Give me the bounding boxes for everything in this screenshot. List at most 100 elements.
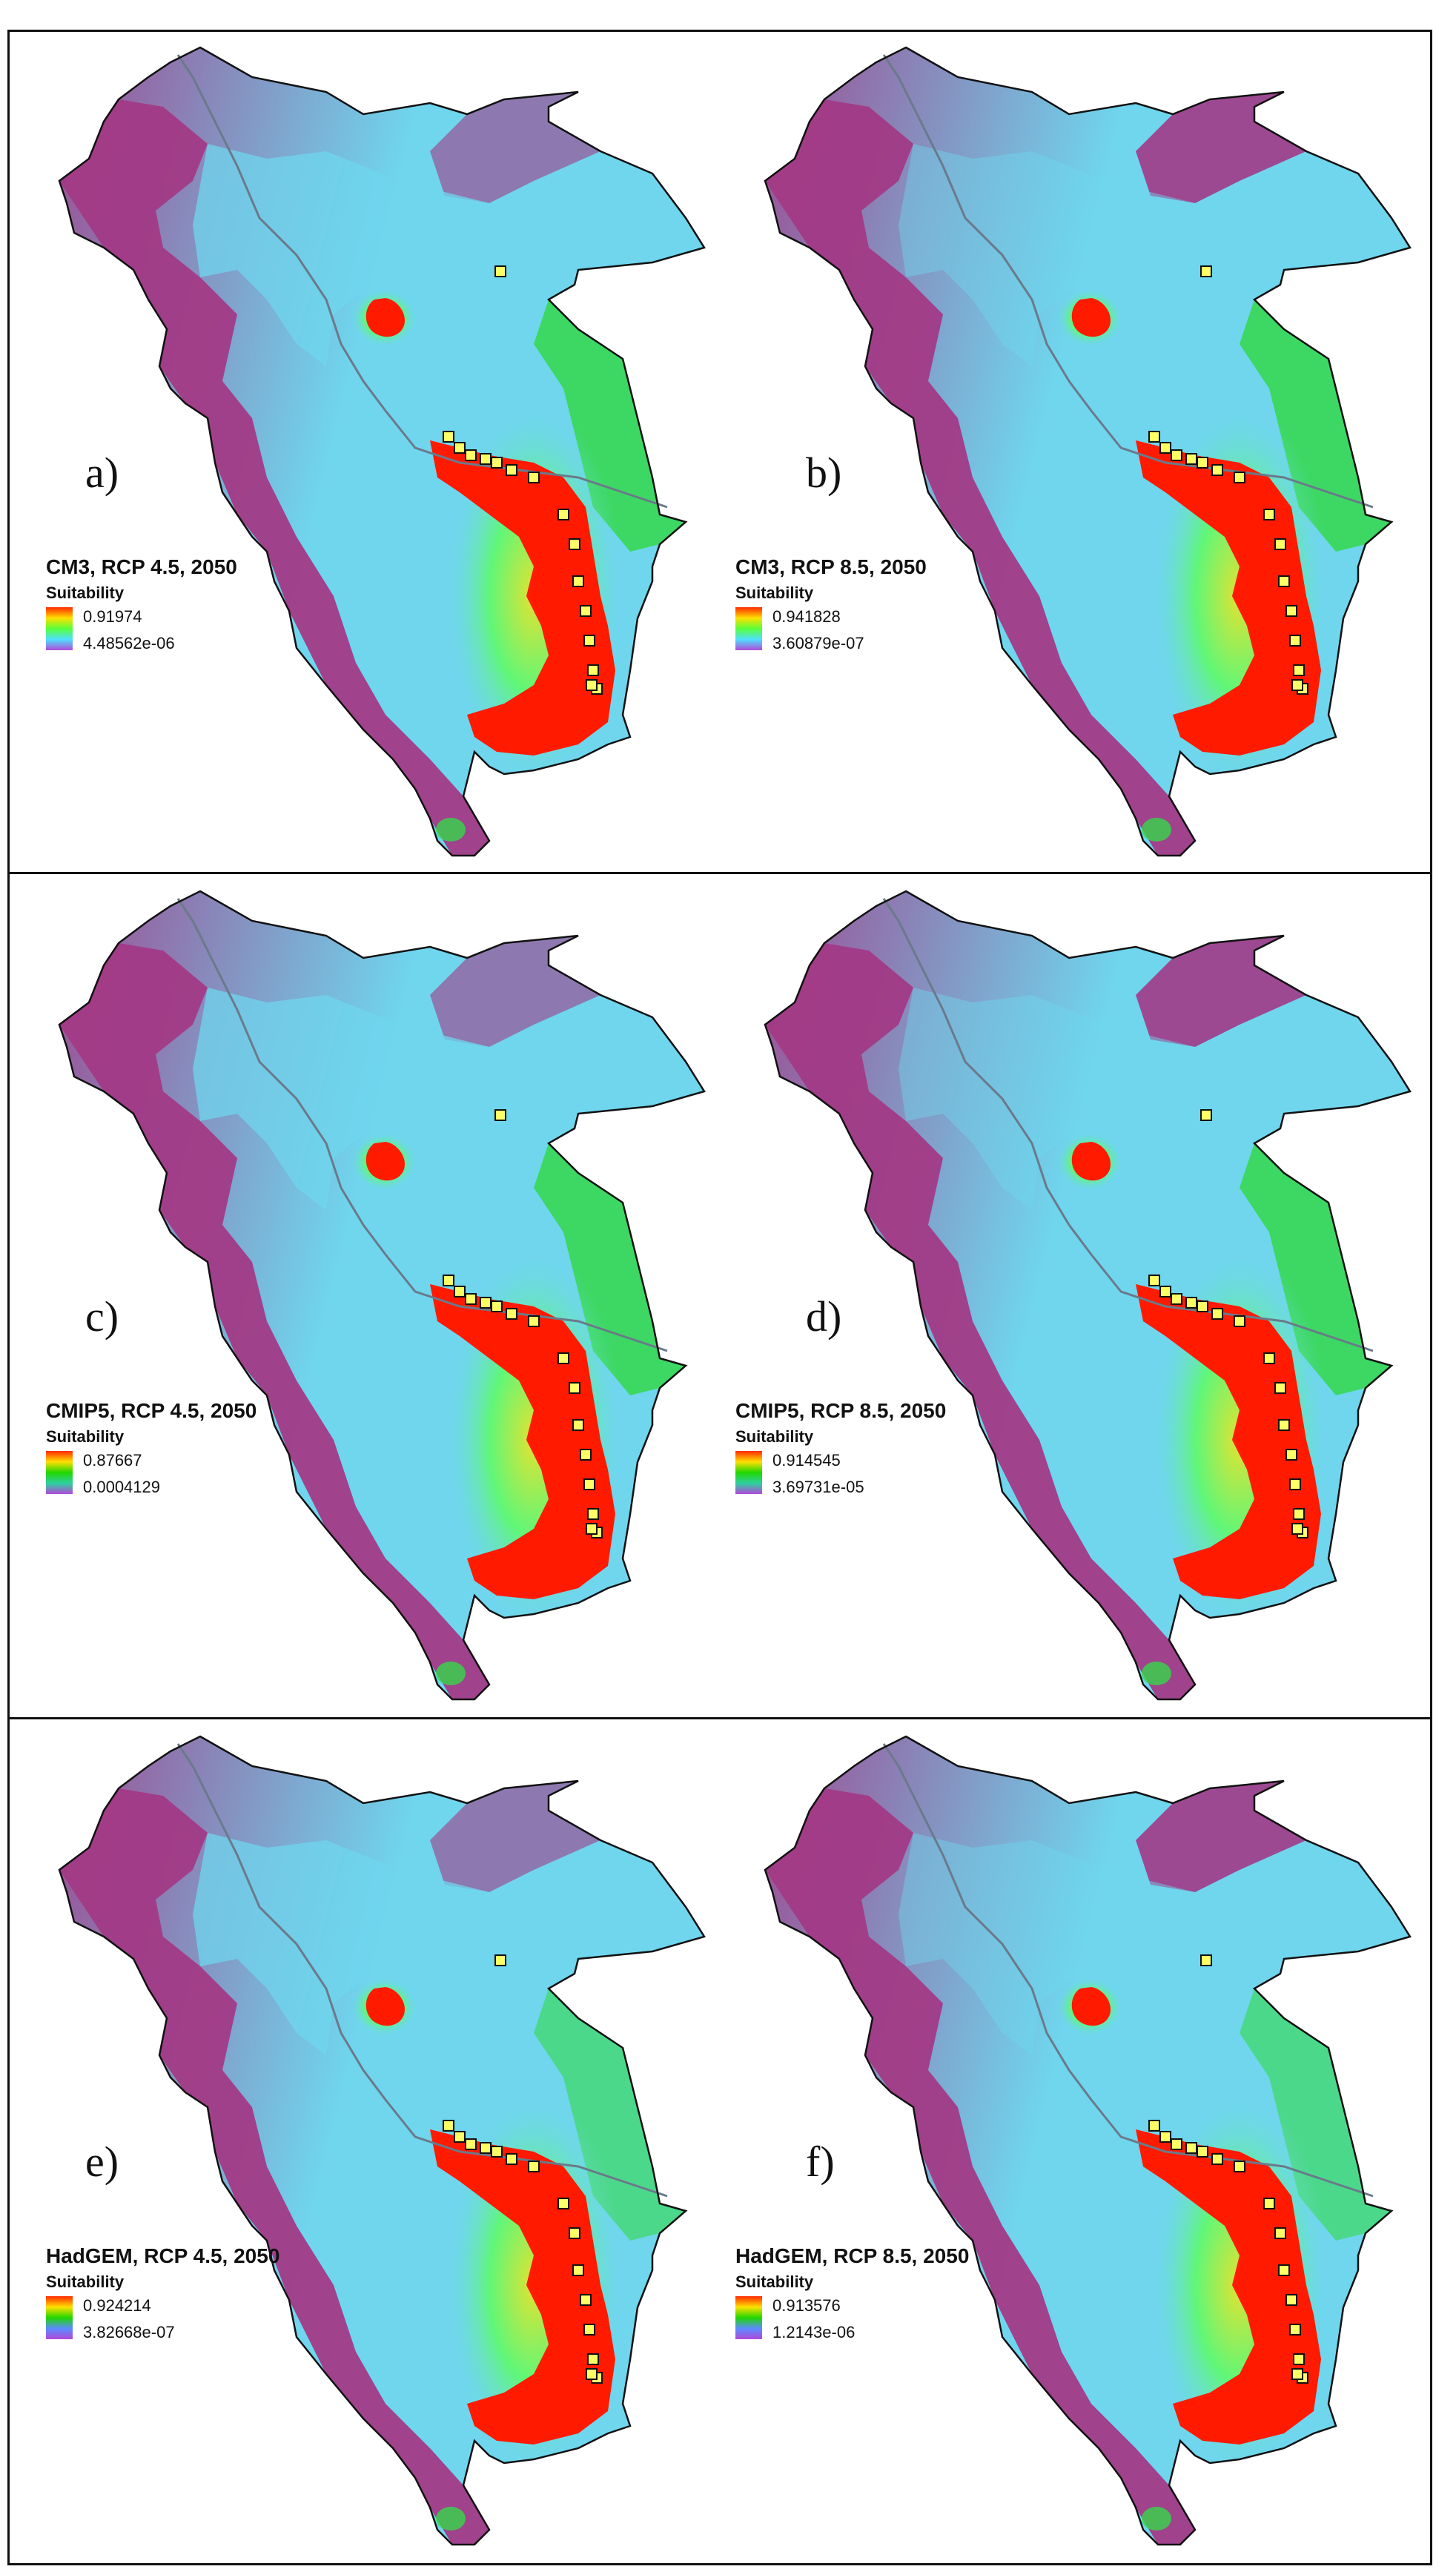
occurrence-point: [586, 2368, 598, 2380]
color-ramp: [46, 607, 73, 650]
occurrence-point: [465, 1293, 477, 1305]
legend-max-value: 0.913576: [772, 2296, 841, 2315]
map-panel: e) HadGEM, RCP 4.5, 2050 Suitability 0.9242…: [15, 1722, 719, 2565]
legend: HadGEM, RCP 4.5, 2050 Suitability 0.924214…: [46, 2244, 279, 2342]
occurrence-point: [494, 265, 506, 277]
color-ramp: [46, 2296, 73, 2339]
river-line: [176, 1743, 668, 2198]
occurrence-point: [1278, 575, 1290, 587]
legend: CM3, RCP 4.5, 2050 Suitability 0.91974 4.48…: [46, 555, 237, 653]
legend: CMIP5, RCP 4.5, 2050 Suitability 0.87667 0.…: [46, 1399, 257, 1497]
occurrence-point: [1285, 1449, 1297, 1461]
occurrence-point: [491, 1300, 503, 1312]
occurrence-point: [1148, 431, 1160, 443]
panel-letter: b): [806, 449, 842, 497]
occurrence-point: [491, 457, 503, 469]
occurrence-point: [494, 1954, 506, 1966]
occurrence-point: [1293, 664, 1305, 676]
occurrence-point: [1200, 265, 1212, 277]
legend-min-value: 3.60879e-07: [772, 634, 864, 652]
occurrence-point: [569, 1382, 580, 1394]
occurrence-point: [1211, 1308, 1223, 1320]
legend-max-value: 0.87667: [83, 1451, 142, 1470]
map-panel: c) CMIP5, RCP 4.5, 2050 Suitability 0.87667…: [15, 876, 719, 1720]
occurrence-point: [1211, 464, 1223, 476]
occurrence-point: [583, 1478, 595, 1490]
legend-title: CMIP5, RCP 4.5, 2050: [46, 1399, 257, 1422]
occurrence-point: [580, 1449, 592, 1461]
region-outline: [764, 1735, 1412, 2546]
occurrence-point: [1148, 1275, 1160, 1286]
river-line: [176, 898, 668, 1352]
occurrence-point: [583, 635, 595, 647]
legend-variable-label: Suitability: [46, 2272, 125, 2291]
occurrence-point: [1234, 2161, 1245, 2172]
occurrence-point: [583, 2324, 595, 2336]
legend-variable-label: Suitability: [46, 584, 125, 602]
occurrence-point: [587, 2353, 599, 2365]
region-outline: [764, 46, 1412, 857]
occurrence-point: [586, 1523, 598, 1535]
occurrence-point: [1289, 635, 1301, 647]
occurrence-point: [1159, 1286, 1171, 1298]
occurrence-point: [1200, 1954, 1212, 1966]
occurrence-point: [1148, 2120, 1160, 2132]
occurrence-point: [1263, 509, 1275, 520]
panel-letter: c): [85, 1292, 119, 1341]
occurrence-point: [1159, 2131, 1171, 2143]
occurrence-point: [587, 1508, 599, 1520]
legend-max-value: 0.941828: [772, 607, 841, 626]
occurrence-point: [569, 2227, 580, 2239]
occurrence-point: [1289, 2324, 1301, 2336]
legend: CMIP5, RCP 8.5, 2050 Suitability 0.914545 3…: [735, 1399, 946, 1497]
occurrence-point: [557, 1352, 569, 1364]
panel-letter: d): [806, 1292, 842, 1341]
occurrence-point: [586, 679, 598, 691]
color-ramp: [46, 1451, 73, 1494]
occurrence-point: [1274, 1382, 1286, 1394]
suitability-map: [58, 890, 706, 1701]
color-ramp: [735, 2296, 762, 2339]
occurrence-point: [1200, 1109, 1212, 1121]
occurrence-point: [1291, 1523, 1303, 1535]
occurrence-point: [528, 2161, 540, 2172]
occurrence-point: [1278, 2264, 1290, 2276]
occurrence-point: [1291, 679, 1303, 691]
occurrence-point: [443, 1275, 454, 1286]
occurrence-point: [480, 1297, 492, 1309]
occurrence-point: [506, 464, 517, 476]
occurrence-point: [443, 431, 454, 443]
occurrence-point: [1185, 453, 1197, 465]
region-outline: [58, 1735, 706, 2546]
legend-min-value: 4.48562e-06: [83, 634, 175, 652]
legend-title: CM3, RCP 4.5, 2050: [46, 555, 237, 578]
occurrence-point: [1171, 2138, 1182, 2150]
occurrence-point: [572, 1419, 584, 1431]
occurrence-point: [506, 2153, 517, 2165]
legend-variable-label: Suitability: [735, 2272, 814, 2291]
legend-title: CM3, RCP 8.5, 2050: [735, 555, 927, 578]
occurrence-point: [587, 664, 599, 676]
region-outline: [58, 890, 706, 1701]
occurrence-point: [1197, 1300, 1208, 1312]
legend-variable-label: Suitability: [735, 584, 814, 602]
suitability-map: [58, 46, 706, 857]
occurrence-point: [1197, 2146, 1208, 2158]
legend-variable-label: Suitability: [735, 1427, 814, 1446]
occurrence-point: [1285, 605, 1297, 617]
occurrence-point: [480, 453, 492, 465]
occurrence-point: [557, 2198, 569, 2209]
color-ramp: [735, 1451, 762, 1494]
map-panel: a) CM3, RCP 4.5, 2050 Suitability 0.91974 4.…: [15, 33, 719, 876]
occurrence-point: [1278, 1419, 1290, 1431]
occurrence-point: [1274, 538, 1286, 550]
occurrence-point: [569, 538, 580, 550]
occurrence-point: [580, 2294, 592, 2306]
occurrence-point: [1274, 2227, 1286, 2239]
legend-min-value: 3.69731e-05: [772, 1478, 864, 1496]
occurrence-point: [1185, 2142, 1197, 2154]
color-ramp: [735, 607, 762, 650]
occurrence-point: [1291, 2368, 1303, 2380]
suitability-map: [764, 1735, 1412, 2546]
legend-min-value: 1.2143e-06: [772, 2323, 856, 2341]
